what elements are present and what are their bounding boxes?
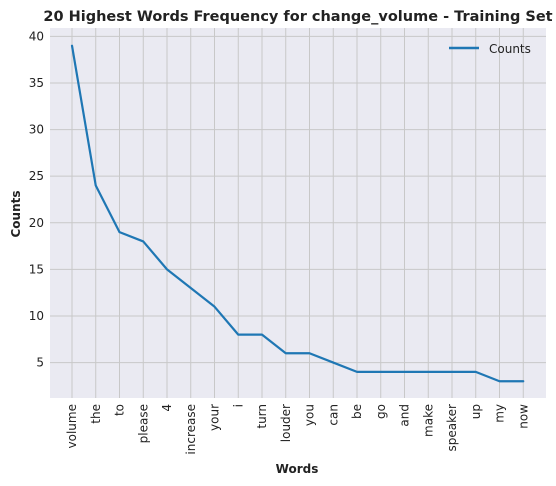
x-tick-label: i — [231, 404, 245, 407]
x-tick-label: go — [374, 404, 388, 419]
x-tick-label: can — [326, 404, 340, 426]
plot-area — [50, 28, 546, 398]
x-tick-label: my — [493, 404, 507, 423]
grid-lines — [50, 28, 546, 398]
legend: Counts — [449, 42, 531, 56]
x-tick-label: please — [136, 404, 150, 443]
chart-title: 20 Highest Words Frequency for change_vo… — [43, 9, 552, 25]
y-axis-label: Counts — [9, 190, 23, 237]
y-tick-label: 30 — [29, 123, 44, 137]
x-tick-label: louder — [279, 404, 293, 442]
y-tick-label: 20 — [29, 216, 44, 230]
x-tick-label: make — [421, 404, 435, 437]
y-axis-ticks: 5 10 15 20 25 30 35 40 — [29, 29, 44, 369]
y-tick-label: 25 — [29, 169, 44, 183]
x-tick-label: turn — [255, 404, 269, 429]
y-tick-label: 35 — [29, 76, 44, 90]
x-tick-label: and — [398, 404, 412, 427]
x-tick-label: 4 — [160, 404, 174, 412]
y-tick-label: 5 — [36, 356, 44, 370]
y-tick-label: 15 — [29, 262, 44, 276]
y-tick-label: 40 — [29, 29, 44, 43]
x-tick-label: be — [350, 404, 364, 419]
x-tick-label: your — [208, 404, 222, 431]
x-tick-label: now — [516, 404, 530, 429]
x-tick-label: the — [89, 404, 103, 424]
x-tick-label: volume — [65, 404, 79, 448]
x-tick-label: up — [469, 404, 483, 419]
x-axis-ticks: volume the to please 4 increase your i turn loude… — [65, 404, 530, 455]
x-tick-label: speaker — [445, 404, 459, 452]
series-line-counts — [70, 44, 525, 383]
x-axis-label: Words — [276, 462, 319, 476]
x-tick-label: to — [113, 404, 127, 416]
x-tick-label: you — [303, 404, 317, 426]
legend-label-counts: Counts — [489, 42, 531, 56]
x-tick-label: increase — [184, 404, 198, 455]
y-tick-label: 10 — [29, 309, 44, 323]
